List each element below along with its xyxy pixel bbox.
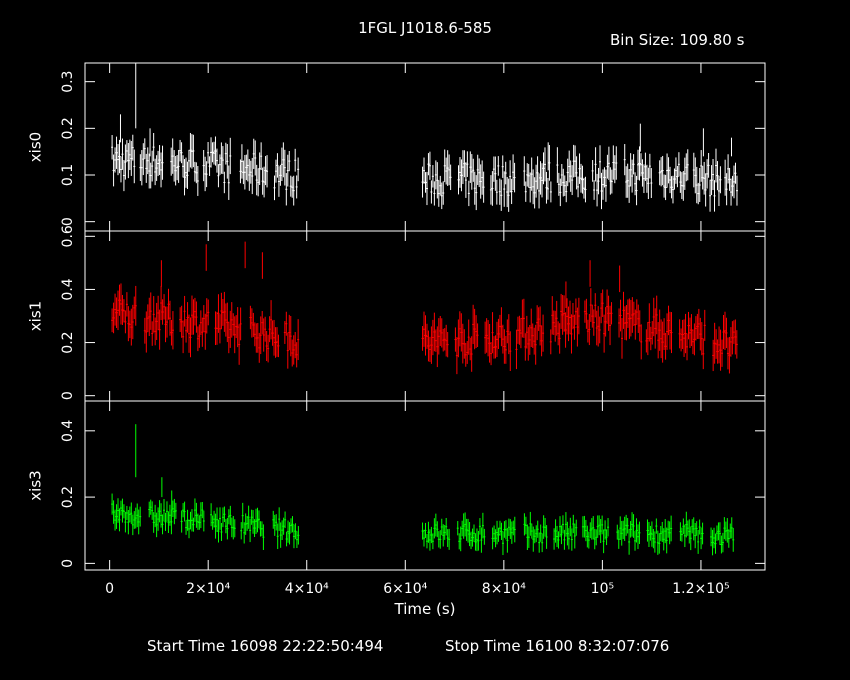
y-tick-label-xis0: 0 bbox=[60, 217, 76, 226]
x-tick-label: 1.2×10⁵ bbox=[672, 581, 729, 597]
panel-xis3: 0 0.2 0.4 xis3 bbox=[27, 400, 766, 571]
bin-size-label: Bin Size: 109.80 s bbox=[610, 31, 745, 49]
panel-xis1: 0 0.2 0.4 0.6 xis1 bbox=[27, 225, 766, 402]
y-tick-label-xis0: 0.1 bbox=[60, 164, 76, 186]
x-tick-label: 4×10⁴ bbox=[285, 581, 329, 597]
y-tick-label-xis1: 0 bbox=[60, 391, 76, 400]
panel-xis0: 0 0.1 0.2 0.3 xis0 bbox=[27, 62, 766, 232]
x-tick-label: 0 bbox=[105, 581, 114, 597]
y-axis-label-xis1: xis1 bbox=[27, 301, 45, 331]
panel-frame-xis0 bbox=[84, 62, 766, 232]
y-tick-label-xis3: 0 bbox=[60, 559, 76, 568]
x-axis-label: Time (s) bbox=[394, 600, 456, 618]
panels-group: 00.10.20.3xis000.20.40.6xis100.20.4xis30… bbox=[27, 62, 766, 597]
panel-frame-xis3 bbox=[84, 400, 766, 571]
y-tick-label-xis0: 0.2 bbox=[60, 117, 76, 139]
y-tick-label-xis1: 0.2 bbox=[60, 331, 76, 353]
stop-time-label: Stop Time 16100 8:32:07:076 bbox=[445, 637, 669, 655]
y-tick-label-xis3: 0.2 bbox=[60, 486, 76, 508]
start-time-label: Start Time 16098 22:22:50:494 bbox=[147, 637, 383, 655]
y-tick-label-xis1: 0.4 bbox=[60, 278, 76, 300]
y-tick-label-xis3: 0.4 bbox=[60, 420, 76, 442]
x-tick-label: 8×10⁴ bbox=[482, 581, 526, 597]
x-tick-label: 6×10⁴ bbox=[383, 581, 427, 597]
x-tick-label: 2×10⁴ bbox=[186, 581, 230, 597]
y-tick-label-xis1: 0.6 bbox=[60, 225, 76, 247]
y-tick-label-xis0: 0.3 bbox=[60, 71, 76, 93]
x-tick-label: 10⁵ bbox=[591, 581, 614, 597]
y-axis-label-xis0: xis0 bbox=[27, 132, 45, 162]
y-axis-label-xis3: xis3 bbox=[27, 470, 45, 500]
chart-title: 1FGL J1018.6-585 bbox=[358, 19, 492, 37]
